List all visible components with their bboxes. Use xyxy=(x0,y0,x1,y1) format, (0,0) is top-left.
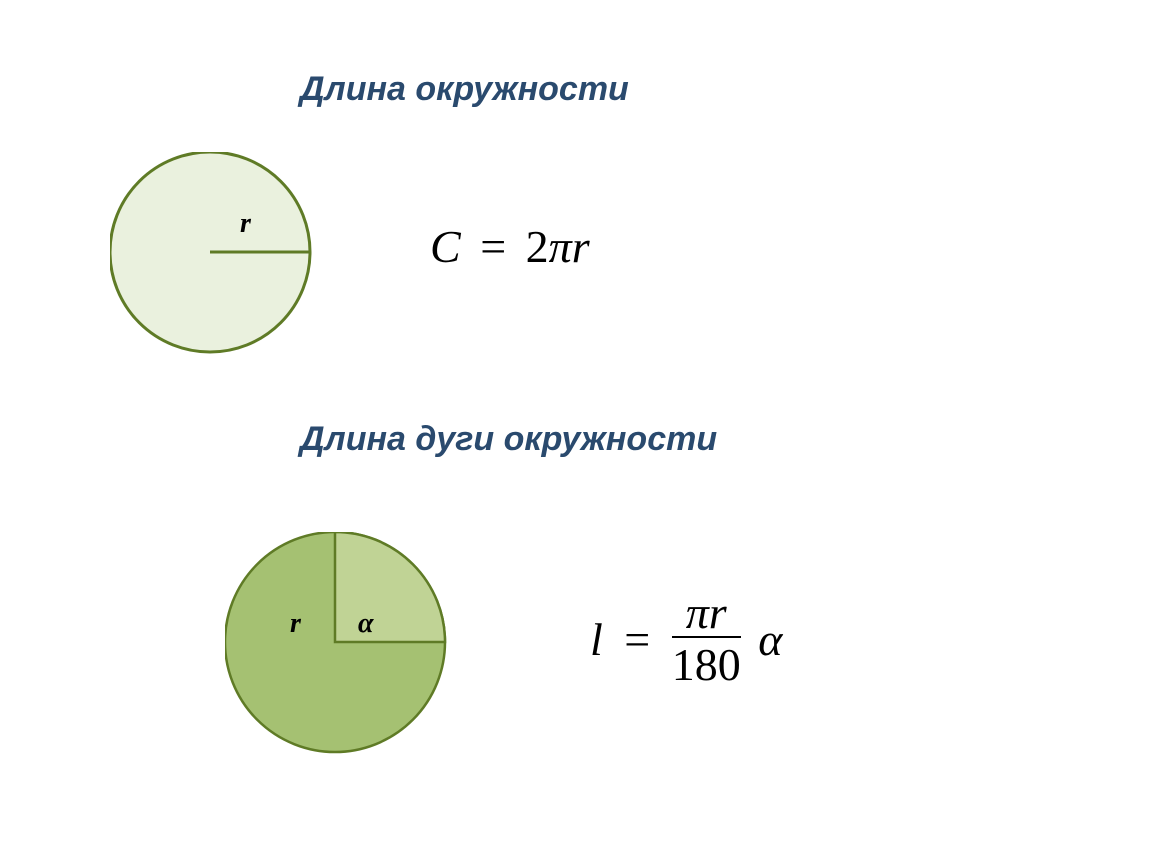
formula-var-l: l xyxy=(590,613,603,666)
formula-pi-1: π xyxy=(549,221,572,272)
circumference-title: Длина окружности xyxy=(300,70,629,109)
formula-r-2: r xyxy=(709,587,727,638)
arc-length-formula: l = πr 180 α xyxy=(590,590,782,688)
radius-label-2: r xyxy=(290,608,301,640)
formula-den: 180 xyxy=(672,636,741,688)
formula-alpha: α xyxy=(752,613,782,666)
formula-var-c: C xyxy=(430,221,461,272)
radius-label-1: r xyxy=(240,208,251,240)
formula-r-1: r xyxy=(572,221,590,272)
arc-circle xyxy=(225,532,450,757)
circumference-formula: C = 2πr xyxy=(430,220,590,273)
formula-coef: 2 xyxy=(526,221,549,272)
alpha-label: α xyxy=(358,608,374,640)
formula-pi-2: π xyxy=(686,587,709,638)
arc-length-title: Длина дуги окружности xyxy=(300,420,717,459)
circumference-circle xyxy=(110,152,320,362)
